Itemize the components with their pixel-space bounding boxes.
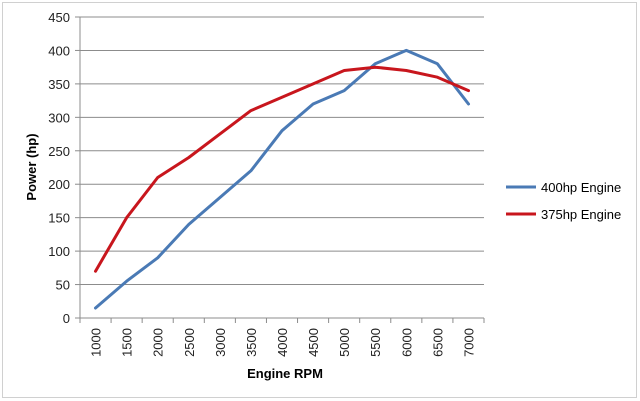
x-tick-label: 5500 bbox=[368, 328, 383, 357]
x-tick-label: 6000 bbox=[399, 328, 414, 357]
x-tick-label: 1500 bbox=[120, 328, 135, 357]
chart-frame bbox=[2, 2, 637, 398]
axes bbox=[75, 16, 485, 323]
y-tick-label: 200 bbox=[48, 177, 70, 192]
y-axis-title: Power (hp) bbox=[24, 133, 39, 200]
x-tick-label: 7000 bbox=[461, 328, 476, 357]
x-tick-label: 4500 bbox=[306, 328, 321, 357]
x-tick-label: 5000 bbox=[337, 328, 352, 357]
y-tick-label: 300 bbox=[48, 110, 70, 125]
x-tick-label: 2000 bbox=[151, 328, 166, 357]
y-tick-label: 450 bbox=[48, 10, 70, 25]
x-tick-label: 2500 bbox=[182, 328, 197, 357]
x-tick-label: 6500 bbox=[430, 328, 445, 357]
y-tick-label: 400 bbox=[48, 43, 70, 58]
y-tick-label: 350 bbox=[48, 77, 70, 92]
legend-label-375hp: 375hp Engine bbox=[541, 207, 621, 222]
y-tick-label: 100 bbox=[48, 244, 70, 259]
series-line-0 bbox=[94, 48, 470, 310]
x-tick-label: 1000 bbox=[89, 328, 104, 357]
x-tick-label: 3000 bbox=[213, 328, 228, 357]
y-tick-label: 150 bbox=[48, 211, 70, 226]
x-tick-label: 4000 bbox=[275, 328, 290, 357]
x-axis-title: Engine RPM bbox=[247, 366, 323, 381]
legend-label-400hp: 400hp Engine bbox=[541, 180, 621, 195]
legend: 400hp Engine 375hp Engine bbox=[506, 180, 621, 222]
y-tick-label: 50 bbox=[56, 278, 70, 293]
y-tick-label: 0 bbox=[63, 311, 70, 326]
series-lines bbox=[94, 48, 470, 310]
x-tick-label: 3500 bbox=[244, 328, 259, 357]
gridlines bbox=[80, 16, 484, 286]
y-tick-label: 250 bbox=[48, 144, 70, 159]
tick-labels: 0 50 100 150 200 250 300 350 400 450 1000 1500 2000 2… bbox=[48, 10, 476, 357]
series-line-1 bbox=[94, 65, 470, 273]
